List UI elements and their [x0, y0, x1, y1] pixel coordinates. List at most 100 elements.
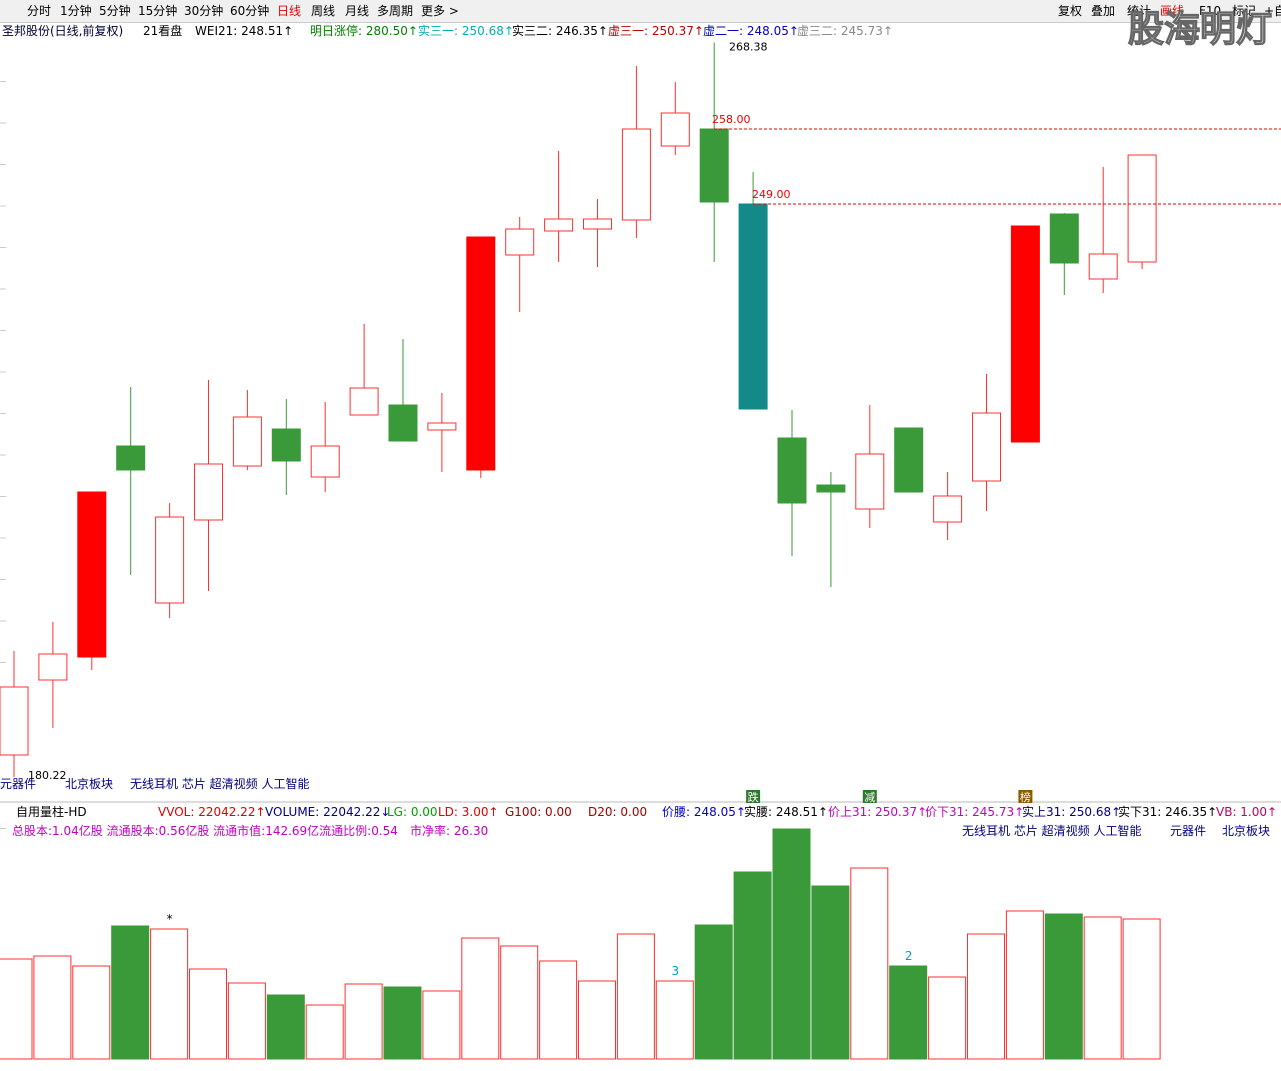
- event-tag-box: [746, 790, 761, 803]
- toolbar-button[interactable]: 月线: [345, 4, 370, 18]
- candle-body: [116, 445, 146, 471]
- volume-bar: [889, 965, 928, 1060]
- candle-body: [155, 516, 185, 604]
- toolbar-button[interactable]: 日线: [277, 4, 302, 18]
- candle-body: [388, 404, 418, 442]
- volume-bar: [500, 945, 539, 1060]
- toolbar-button[interactable]: 叠加: [1091, 4, 1116, 18]
- toolbar-button[interactable]: 分时: [27, 4, 52, 18]
- toolbar-button[interactable]: +自: [1264, 4, 1281, 18]
- candle-body: [738, 203, 768, 410]
- volume-bar: [0, 958, 33, 1060]
- volume-bar: [344, 983, 383, 1060]
- volume-bar: [1005, 910, 1044, 1060]
- volume-bar: [1044, 913, 1083, 1060]
- indicator-value: D20: 0.00: [588, 805, 648, 819]
- candle-body: [232, 416, 262, 467]
- toolbar-button[interactable]: 15分钟: [138, 4, 178, 18]
- volume-bar: [150, 928, 189, 1060]
- toolbar-button[interactable]: 多周期: [377, 4, 414, 18]
- volume-bar: [733, 871, 772, 1060]
- price-label: 180.22: [28, 769, 67, 782]
- candle-body: [194, 463, 223, 521]
- volume-bar: [1122, 918, 1161, 1060]
- candle-body: [583, 218, 612, 230]
- toolbar-button[interactable]: F10: [1199, 4, 1222, 18]
- toolbar-button[interactable]: 30分钟: [184, 4, 224, 18]
- volume-bar: [811, 885, 850, 1060]
- candle-body: [0, 686, 29, 756]
- volume-bar: [772, 828, 811, 1060]
- event-tag: 跌: [748, 790, 759, 804]
- volume-bar: [305, 1004, 344, 1060]
- candle-body: [699, 128, 729, 203]
- header-indicator: 实三二: 246.35↑: [512, 24, 608, 38]
- candle-body: [972, 412, 1001, 482]
- indicator-value: VVOL: 22042.22↑: [158, 805, 266, 819]
- candle-body: [660, 112, 690, 147]
- indicator-value: 实下31: 246.35↑: [1118, 805, 1218, 819]
- volume-bar: [616, 933, 655, 1060]
- toolbar-button[interactable]: 5分钟: [99, 4, 131, 18]
- volume-bar: [578, 980, 616, 1060]
- candle-body: [1010, 225, 1040, 443]
- candle-body: [310, 445, 340, 478]
- volume-bar: [72, 965, 111, 1060]
- volume-bar: [383, 986, 422, 1060]
- candle-body: [1127, 154, 1157, 263]
- concept-tag: 北京板块: [65, 777, 114, 791]
- event-tag: 减: [864, 791, 875, 804]
- toolbar-button[interactable]: 标记: [1232, 4, 1257, 18]
- indicator-value: G100: 0.00: [505, 805, 572, 819]
- indicator-value: 价下31: 245.73↑: [925, 805, 1025, 819]
- candle-body: [894, 427, 924, 493]
- header-indicator: 虚三二: 245.73↑: [797, 24, 893, 38]
- candle-body: [1088, 253, 1118, 280]
- indicator-name: 自用量柱-HD: [16, 805, 87, 819]
- pb-info: 市净率: 26.30: [410, 824, 489, 838]
- watermark: 股海明灯: [1127, 9, 1273, 50]
- candle-body: [855, 453, 885, 510]
- concept-tag: 元器件: [1170, 824, 1207, 838]
- toolbar-button[interactable]: 周线: [311, 4, 336, 18]
- indicator-value: VOLUME: 22042.22↓: [265, 805, 391, 819]
- toolbar-button[interactable]: 画线: [1160, 4, 1185, 18]
- event-tag-box: [1018, 790, 1033, 803]
- volume-bar: [694, 924, 733, 1060]
- candle-body: [621, 128, 651, 221]
- event-tag-box: [862, 790, 877, 803]
- candle-body: [505, 228, 535, 256]
- view-name[interactable]: 21看盘: [143, 24, 183, 38]
- volume-note: *: [167, 912, 173, 926]
- toolbar-button[interactable]: 复权: [1058, 4, 1083, 18]
- toolbar-button[interactable]: 60分钟: [230, 4, 270, 18]
- volume-bar: [227, 982, 266, 1060]
- concept-tag: 无线耳机 芯片 超清视频 人工智能: [962, 824, 1142, 838]
- price-label: 268.38: [729, 41, 768, 54]
- volume-note: 2: [905, 949, 913, 963]
- indicator-value: 价腰: 248.05↑: [662, 805, 746, 819]
- indicator-value: 实上31: 250.68↑: [1022, 805, 1122, 819]
- event-tag: 榜: [1020, 790, 1031, 804]
- volume-bar: [967, 933, 1005, 1060]
- concept-tag: 元器件: [0, 777, 37, 791]
- volume-bar: [422, 990, 461, 1060]
- volume-bar: [539, 960, 578, 1060]
- toolbar-button[interactable]: 统计: [1127, 4, 1152, 18]
- indicator-value: LD: 3.00↑: [438, 805, 499, 819]
- price-label: 249.00: [752, 188, 791, 201]
- volume-bar: [1083, 916, 1122, 1060]
- candle-body: [271, 428, 301, 462]
- toolbar-button[interactable]: 1分钟: [60, 4, 92, 18]
- candle-body: [1049, 213, 1079, 264]
- stock-name: 圣邦股份(日线,前复权): [2, 24, 124, 38]
- volume-bar: [850, 867, 889, 1060]
- candle-body: [933, 495, 963, 523]
- toolbar-button[interactable]: 更多 >: [421, 4, 459, 18]
- candle-body: [38, 653, 68, 681]
- candle-body: [777, 437, 807, 504]
- header-indicator: 明日涨停: 280.50↑: [310, 24, 418, 38]
- capital-info: 总股本:1.04亿股 流通股本:0.56亿股 流通市值:142.69亿流通比例:…: [12, 824, 398, 838]
- candle-body: [77, 491, 107, 658]
- volume-bar: [928, 976, 967, 1060]
